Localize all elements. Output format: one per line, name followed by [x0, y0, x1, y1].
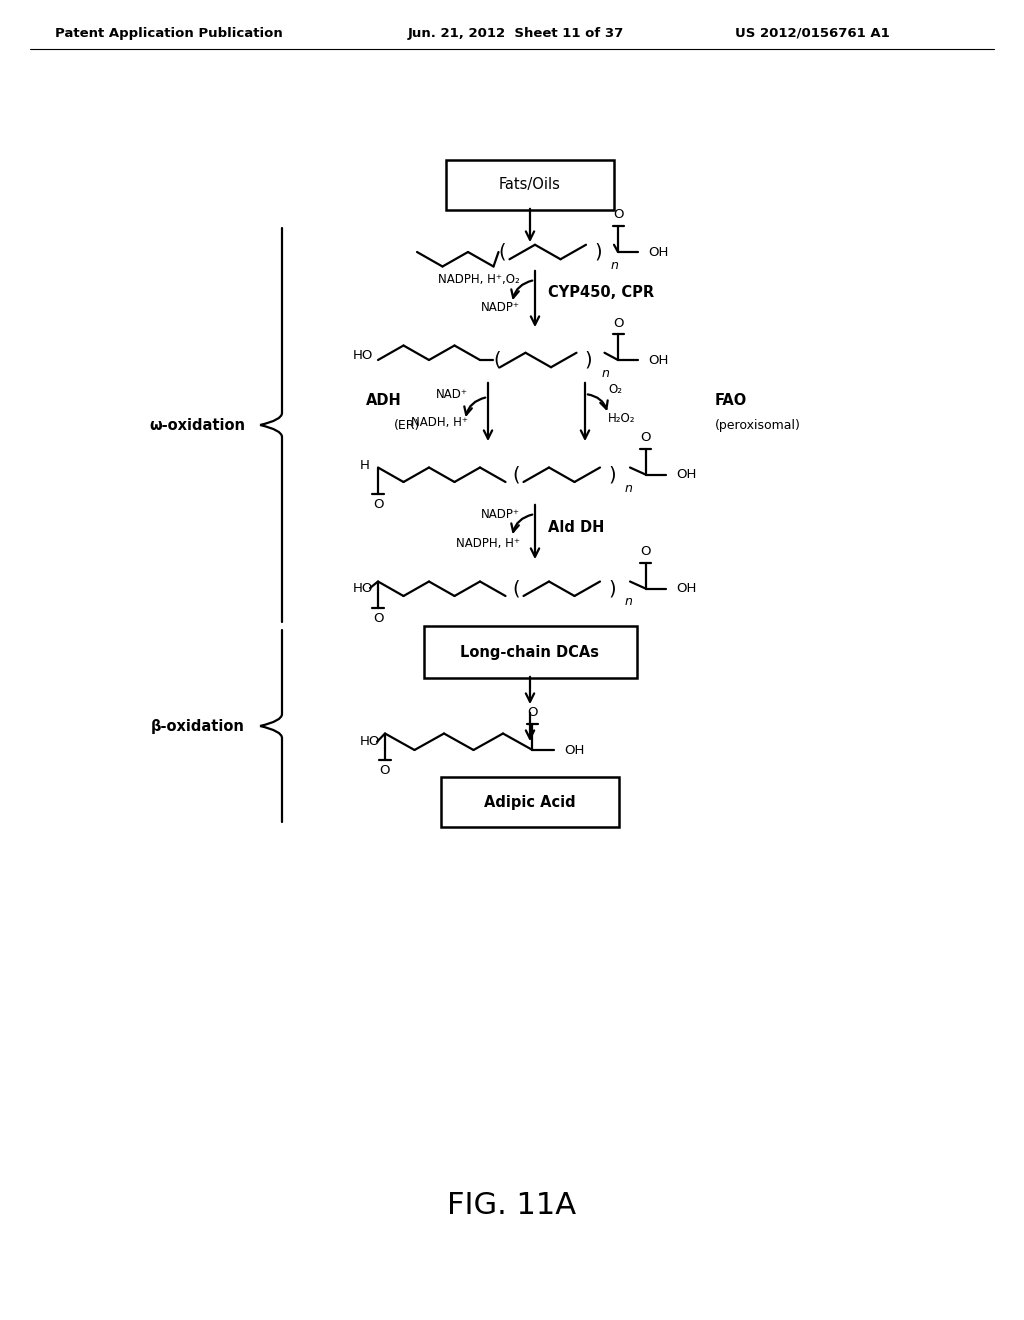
- Text: ADH: ADH: [367, 392, 402, 408]
- Text: H₂O₂: H₂O₂: [608, 412, 636, 425]
- Text: O: O: [527, 706, 538, 719]
- Text: ): ): [608, 465, 615, 484]
- Text: O: O: [641, 432, 651, 445]
- Text: NAD⁺: NAD⁺: [436, 388, 468, 400]
- Text: ): ): [608, 579, 615, 598]
- Text: n: n: [625, 482, 633, 495]
- Text: (: (: [512, 579, 520, 598]
- Text: ω-oxidation: ω-oxidation: [150, 417, 245, 433]
- Text: FIG. 11A: FIG. 11A: [447, 1191, 577, 1220]
- Text: n: n: [611, 259, 618, 272]
- Text: OH: OH: [676, 582, 696, 595]
- Text: Long-chain DCAs: Long-chain DCAs: [461, 644, 599, 660]
- Text: O: O: [612, 317, 624, 330]
- Text: NADPH, H⁺,O₂: NADPH, H⁺,O₂: [438, 273, 520, 286]
- Text: ): ): [594, 243, 602, 261]
- Text: (: (: [493, 351, 501, 370]
- Text: Patent Application Publication: Patent Application Publication: [55, 26, 283, 40]
- Text: CYP450, CPR: CYP450, CPR: [548, 285, 654, 301]
- Text: β-oxidation: β-oxidation: [152, 718, 245, 734]
- Text: n: n: [601, 367, 609, 380]
- Text: US 2012/0156761 A1: US 2012/0156761 A1: [735, 26, 890, 40]
- Text: O: O: [612, 209, 624, 222]
- Text: HO: HO: [352, 582, 373, 595]
- Text: Adipic Acid: Adipic Acid: [484, 795, 575, 809]
- Text: Fats/Oils: Fats/Oils: [499, 177, 561, 193]
- Text: OH: OH: [564, 743, 585, 756]
- Text: HO: HO: [352, 350, 373, 362]
- Text: O: O: [380, 764, 390, 777]
- Text: H: H: [360, 459, 370, 473]
- Text: NADP⁺: NADP⁺: [481, 301, 520, 314]
- Text: O: O: [373, 498, 383, 511]
- Text: (peroxisomal): (peroxisomal): [715, 418, 801, 432]
- FancyBboxPatch shape: [424, 626, 637, 678]
- Text: O₂: O₂: [608, 384, 622, 396]
- Text: NADPH, H⁺: NADPH, H⁺: [456, 536, 520, 549]
- Text: OH: OH: [648, 246, 669, 259]
- Text: n: n: [625, 595, 633, 609]
- Text: O: O: [373, 612, 383, 624]
- Text: Jun. 21, 2012  Sheet 11 of 37: Jun. 21, 2012 Sheet 11 of 37: [408, 26, 625, 40]
- Text: OH: OH: [648, 354, 669, 367]
- Text: FAO: FAO: [715, 392, 748, 408]
- Text: (ER): (ER): [393, 418, 420, 432]
- Text: (: (: [499, 243, 506, 261]
- FancyBboxPatch shape: [446, 160, 614, 210]
- FancyBboxPatch shape: [441, 777, 618, 828]
- Text: NADH, H⁺: NADH, H⁺: [411, 417, 468, 429]
- Text: (: (: [512, 465, 520, 484]
- Text: Ald DH: Ald DH: [548, 520, 604, 535]
- Text: HO: HO: [359, 735, 380, 748]
- Text: ): ): [585, 351, 592, 370]
- Text: OH: OH: [676, 469, 696, 482]
- Text: O: O: [641, 545, 651, 558]
- Text: NADP⁺: NADP⁺: [481, 508, 520, 521]
